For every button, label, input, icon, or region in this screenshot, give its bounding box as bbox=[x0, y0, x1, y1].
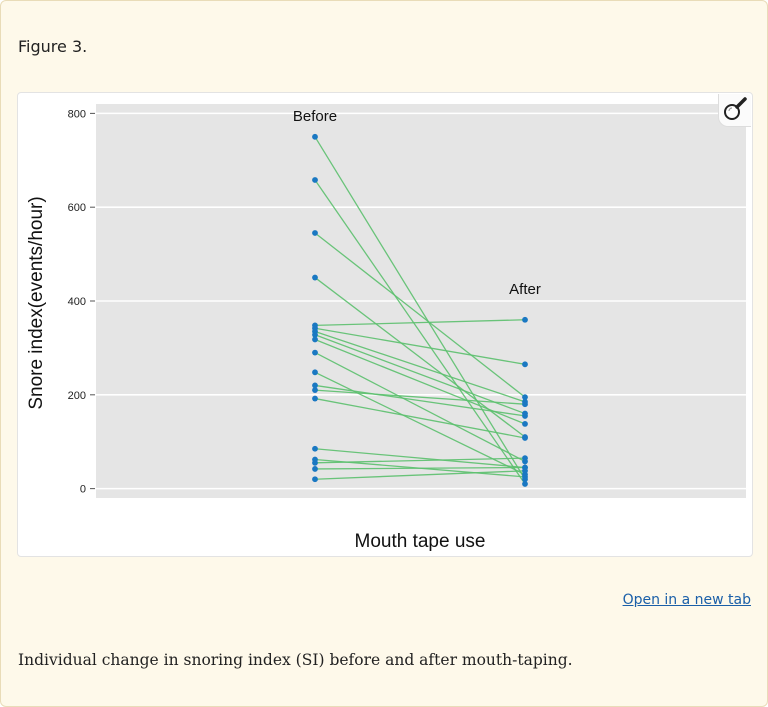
point-after-6 bbox=[522, 361, 528, 368]
point-after-5 bbox=[522, 316, 528, 323]
point-before-19 bbox=[312, 476, 318, 483]
point-before-15 bbox=[312, 445, 318, 452]
point-before-8 bbox=[312, 331, 318, 338]
series-line-3 bbox=[314, 232, 526, 398]
figure-image[interactable]: 0 200 400 600 800 Before After Mouth tape us… bbox=[17, 92, 753, 557]
point-after-14 bbox=[522, 435, 528, 441]
y-tick-label-800: 800 bbox=[68, 108, 86, 120]
series-line-6 bbox=[314, 327, 526, 365]
y-tick-label-200: 200 bbox=[68, 390, 86, 402]
point-after-9 bbox=[522, 420, 528, 427]
x-axis-label: Mouth tape use bbox=[355, 531, 486, 552]
point-before-4 bbox=[312, 274, 318, 281]
point-after-2 bbox=[522, 481, 528, 487]
point-after-12 bbox=[522, 413, 528, 419]
series-line-13 bbox=[314, 389, 526, 405]
series-line-14 bbox=[314, 397, 526, 439]
point-after-19 bbox=[522, 467, 528, 474]
open-in-new-tab-link[interactable]: Open in a new tab bbox=[622, 592, 751, 608]
series-lines bbox=[314, 136, 526, 485]
point-before-11 bbox=[312, 369, 318, 376]
y-tick-label-400: 400 bbox=[68, 296, 86, 308]
series-line-12 bbox=[314, 384, 526, 417]
data-points bbox=[312, 133, 528, 487]
series-line-2 bbox=[314, 179, 526, 485]
series-line-17 bbox=[314, 457, 526, 464]
series-line-7 bbox=[314, 330, 526, 403]
series-line-11 bbox=[314, 371, 526, 476]
series-line-5 bbox=[314, 319, 526, 327]
series-line-1 bbox=[314, 136, 526, 480]
point-before-2 bbox=[312, 177, 318, 183]
point-before-1 bbox=[312, 133, 318, 140]
point-before-14 bbox=[312, 395, 318, 402]
point-after-17 bbox=[522, 455, 528, 462]
point-before-3 bbox=[312, 230, 318, 236]
point-before-10 bbox=[312, 349, 318, 356]
point-before-17 bbox=[312, 459, 318, 466]
figure-label: Figure 3. bbox=[18, 37, 88, 56]
category-label-after: After bbox=[509, 281, 541, 298]
point-after-13 bbox=[522, 401, 528, 408]
series-line-9 bbox=[314, 338, 526, 425]
point-after-3 bbox=[522, 394, 528, 401]
point-before-18 bbox=[312, 466, 318, 472]
snore-index-chart: 0 200 400 600 800 Before After Mouth tape us… bbox=[26, 104, 746, 552]
y-tick-label-0: 0 bbox=[80, 484, 86, 496]
series-line-10 bbox=[314, 352, 526, 462]
y-axis-label: Snore index(events/hour) bbox=[26, 196, 47, 409]
series-line-19 bbox=[314, 470, 526, 480]
y-tick-label-600: 600 bbox=[68, 202, 86, 214]
category-label-before: Before bbox=[293, 108, 337, 125]
point-after-16 bbox=[522, 473, 528, 480]
point-before-9 bbox=[312, 336, 318, 343]
series-line-15 bbox=[314, 448, 526, 469]
figure-caption: Individual change in snoring index (SI) … bbox=[18, 651, 573, 669]
point-before-13 bbox=[312, 387, 318, 394]
series-line-8 bbox=[314, 334, 526, 415]
magnifier-icon bbox=[724, 97, 747, 120]
grid-lines bbox=[96, 112, 746, 490]
y-axis: 0 200 400 600 800 bbox=[68, 108, 95, 496]
zoom-button[interactable] bbox=[718, 94, 751, 127]
point-before-12 bbox=[312, 382, 318, 389]
series-line-18 bbox=[314, 466, 526, 470]
